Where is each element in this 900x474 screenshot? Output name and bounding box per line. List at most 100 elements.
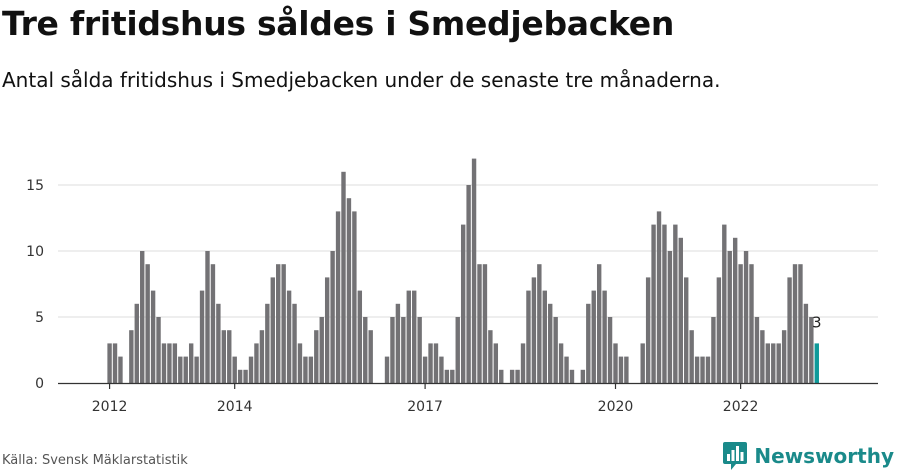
bar — [689, 330, 694, 383]
bar — [749, 264, 754, 383]
highlight-value-label: 3 — [812, 313, 822, 331]
bar — [330, 251, 335, 383]
bar — [172, 343, 178, 383]
bar — [466, 185, 471, 383]
bar — [520, 343, 526, 383]
bar — [390, 317, 395, 383]
x-tick-label: 2012 — [92, 399, 128, 415]
bar — [243, 369, 248, 383]
bar — [352, 211, 357, 383]
bar — [221, 330, 227, 383]
bar — [499, 369, 504, 383]
bar — [303, 356, 308, 383]
bar — [613, 343, 618, 383]
bar — [667, 251, 673, 383]
bar — [286, 290, 292, 383]
bar — [417, 317, 422, 383]
bar — [548, 303, 553, 383]
bar — [765, 343, 771, 383]
bar — [515, 369, 520, 383]
x-tick-label: 2022 — [723, 399, 759, 415]
bar — [227, 330, 232, 383]
bar — [199, 290, 205, 383]
bar — [178, 356, 183, 383]
bar — [167, 343, 172, 383]
bar — [727, 251, 732, 383]
bar — [401, 317, 406, 383]
bar — [433, 343, 439, 383]
bars — [107, 158, 819, 383]
bar — [276, 264, 281, 383]
bar — [161, 343, 167, 383]
bar — [281, 264, 286, 383]
bar — [531, 277, 537, 383]
bar — [738, 264, 743, 383]
bar — [259, 330, 265, 383]
bar — [140, 251, 145, 383]
bar — [488, 330, 493, 383]
bar — [781, 330, 787, 383]
bar — [455, 317, 460, 383]
bar — [346, 198, 352, 383]
bar — [771, 343, 776, 383]
bar — [803, 303, 809, 383]
bar — [308, 356, 314, 383]
bar — [640, 343, 645, 383]
bar — [324, 277, 330, 383]
bar — [406, 290, 411, 383]
bar — [118, 356, 123, 383]
bar — [129, 330, 134, 383]
x-tick-label: 2020 — [598, 399, 634, 415]
bar — [357, 290, 363, 383]
labels: 0 5 10 15 2012 2014 2017 2020 2022 3 — [26, 178, 821, 415]
y-tick-label: 15 — [26, 178, 44, 194]
bar — [314, 330, 319, 383]
bar — [319, 317, 324, 383]
bar — [183, 356, 188, 383]
bar — [662, 224, 667, 383]
bar — [145, 264, 150, 383]
bar — [216, 303, 221, 383]
bar — [564, 356, 569, 383]
bar — [210, 264, 216, 383]
x-tick-label: 2017 — [407, 399, 443, 415]
bar — [618, 356, 624, 383]
bar — [428, 343, 433, 383]
bar — [270, 277, 275, 383]
bar — [711, 317, 716, 383]
bar — [732, 237, 738, 383]
chart-title: Tre fritidshus såldes i Smedjebacken — [2, 4, 675, 43]
x-tick-label: 2014 — [217, 399, 253, 415]
bar — [776, 343, 781, 383]
bar — [694, 356, 700, 383]
bar — [509, 369, 515, 383]
bar — [700, 356, 705, 383]
bar — [471, 158, 477, 383]
chart-subtitle: Antal sålda fritidshus i Smedjebacken un… — [2, 68, 721, 92]
bar — [205, 251, 210, 383]
bar — [558, 343, 564, 383]
bar — [422, 356, 428, 383]
bar — [232, 356, 237, 383]
axes — [58, 382, 878, 389]
bar — [134, 303, 139, 383]
bar — [792, 264, 798, 383]
bar — [156, 317, 161, 383]
bar — [569, 369, 575, 383]
bar — [760, 330, 765, 383]
bar — [809, 317, 814, 383]
bar — [787, 277, 792, 383]
brand-name: Newsworthy — [754, 444, 894, 468]
bar — [188, 343, 194, 383]
bar — [493, 343, 499, 383]
bar — [248, 356, 254, 383]
bar — [596, 264, 602, 383]
bar — [602, 290, 607, 383]
bar — [743, 251, 749, 383]
bar — [444, 369, 450, 383]
bar — [526, 290, 531, 383]
bar — [477, 264, 482, 383]
bar — [341, 171, 346, 383]
bar — [395, 303, 401, 383]
bar — [553, 317, 558, 383]
